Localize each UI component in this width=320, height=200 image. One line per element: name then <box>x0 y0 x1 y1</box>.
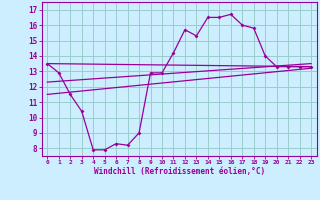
X-axis label: Windchill (Refroidissement éolien,°C): Windchill (Refroidissement éolien,°C) <box>94 167 265 176</box>
